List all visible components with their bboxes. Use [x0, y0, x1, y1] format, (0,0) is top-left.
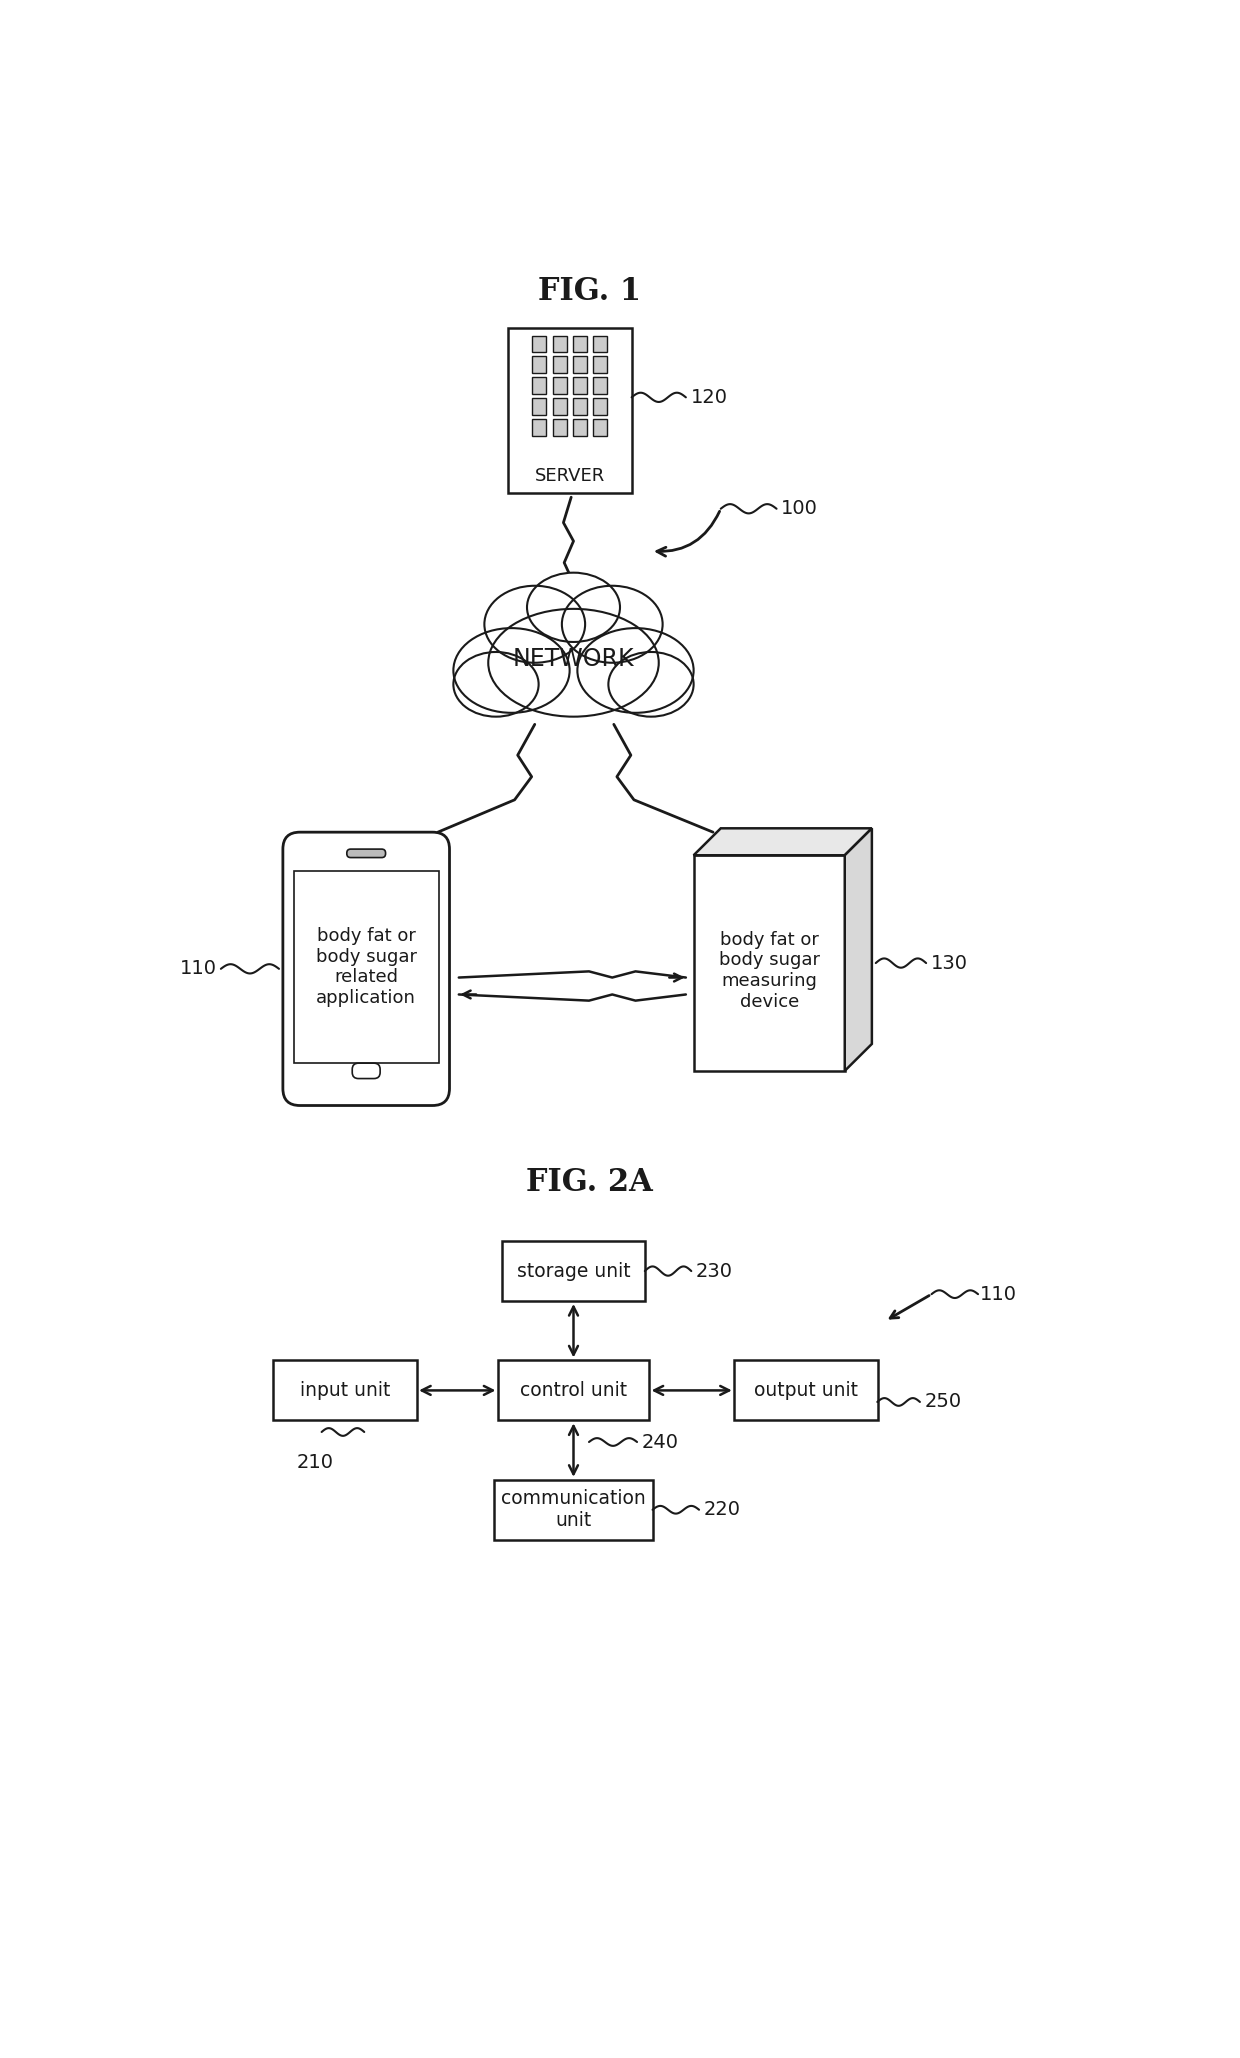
FancyBboxPatch shape: [352, 1064, 381, 1078]
Text: output unit: output unit: [754, 1381, 858, 1399]
Text: 250: 250: [925, 1393, 962, 1412]
Text: SERVER: SERVER: [534, 467, 605, 486]
Bar: [593, 356, 606, 372]
Text: NETWORK: NETWORK: [512, 646, 635, 671]
FancyBboxPatch shape: [283, 831, 449, 1105]
Bar: [532, 397, 547, 416]
Ellipse shape: [454, 652, 538, 716]
Bar: [553, 418, 567, 436]
Bar: [593, 377, 606, 393]
Text: storage unit: storage unit: [517, 1262, 630, 1280]
Text: body fat or
body sugar
related
application: body fat or body sugar related applicati…: [316, 926, 417, 1006]
Bar: [532, 356, 547, 372]
Bar: [553, 356, 567, 372]
Ellipse shape: [489, 609, 658, 716]
Bar: [693, 856, 844, 1070]
Bar: [532, 377, 547, 393]
Bar: [573, 335, 587, 352]
Bar: [553, 397, 567, 416]
Text: 230: 230: [696, 1262, 733, 1280]
Ellipse shape: [527, 572, 620, 642]
Text: control unit: control unit: [520, 1381, 627, 1399]
Text: 120: 120: [691, 387, 728, 407]
FancyBboxPatch shape: [347, 850, 386, 858]
Text: FIG. 2A: FIG. 2A: [526, 1167, 652, 1198]
Bar: [498, 1360, 649, 1420]
Bar: [294, 871, 439, 1064]
Bar: [573, 377, 587, 393]
Bar: [273, 1360, 417, 1420]
Text: 240: 240: [642, 1432, 678, 1451]
Bar: [573, 418, 587, 436]
Bar: [593, 335, 606, 352]
Polygon shape: [693, 827, 872, 856]
Ellipse shape: [609, 652, 693, 716]
Bar: [734, 1360, 878, 1420]
Polygon shape: [844, 827, 872, 1070]
Bar: [573, 397, 587, 416]
Bar: [593, 418, 606, 436]
Bar: [553, 377, 567, 393]
Ellipse shape: [578, 628, 693, 712]
Ellipse shape: [562, 587, 662, 663]
Bar: [553, 335, 567, 352]
Bar: [507, 327, 631, 494]
Bar: [532, 418, 547, 436]
Text: 100: 100: [781, 500, 818, 519]
Bar: [502, 1241, 645, 1301]
Bar: [593, 397, 606, 416]
Text: 110: 110: [180, 959, 217, 978]
Text: input unit: input unit: [300, 1381, 391, 1399]
Text: 130: 130: [931, 953, 967, 973]
Text: FIG. 1: FIG. 1: [537, 276, 641, 307]
Ellipse shape: [454, 628, 569, 712]
Ellipse shape: [485, 587, 585, 663]
Bar: [532, 335, 547, 352]
Text: 110: 110: [980, 1284, 1017, 1303]
Text: 220: 220: [704, 1500, 740, 1519]
Text: 210: 210: [296, 1453, 334, 1471]
Text: communication
unit: communication unit: [501, 1490, 646, 1531]
Text: body fat or
body sugar
measuring
device: body fat or body sugar measuring device: [719, 930, 820, 1010]
Bar: [573, 356, 587, 372]
Bar: [494, 1480, 653, 1539]
